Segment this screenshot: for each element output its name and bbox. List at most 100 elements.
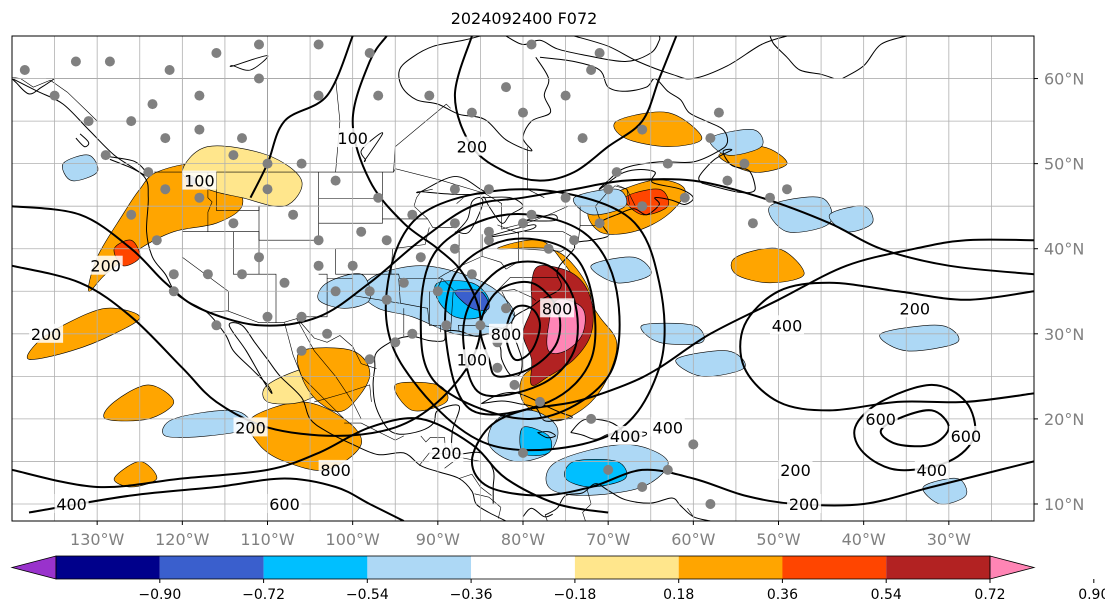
colorbar-tick-label: 0.36	[767, 587, 798, 603]
coastline-segment	[522, 507, 553, 518]
station-marker	[279, 277, 290, 288]
colorbar-over-arrow	[989, 555, 1036, 580]
border-line	[616, 184, 636, 207]
lon-tick-label: 60°W	[671, 530, 715, 549]
contour-label: 200	[457, 138, 488, 157]
station-marker	[586, 65, 597, 75]
contour-line	[12, 36, 482, 437]
coastline-segment	[573, 36, 788, 80]
station-marker	[526, 39, 537, 50]
contour-line	[879, 409, 950, 448]
contour-label-bg	[54, 494, 89, 513]
positive-anomaly-region	[103, 384, 175, 422]
border-line	[392, 227, 430, 249]
station-marker	[449, 218, 460, 229]
colorbar-segment	[678, 556, 783, 579]
colorbar-frame	[55, 555, 991, 580]
colorbar-segment	[574, 556, 679, 579]
border-line	[497, 224, 519, 234]
station-marker	[611, 167, 622, 178]
station-marker	[560, 90, 571, 101]
colorbar-tick-label: 0.90	[1078, 587, 1105, 603]
coastline-segment	[544, 483, 711, 521]
contour-label: 400	[772, 316, 803, 335]
station-marker	[526, 209, 537, 220]
border-line	[595, 206, 600, 219]
border-line	[393, 103, 451, 173]
contour-label: 800	[491, 325, 522, 344]
station-marker	[19, 65, 30, 75]
contour-label: 200	[431, 444, 462, 463]
station-marker	[83, 116, 94, 127]
station-marker	[262, 311, 273, 322]
station-marker	[296, 345, 307, 356]
contour-label: 400	[653, 418, 684, 437]
station-marker	[211, 48, 222, 58]
contour-label-bg	[335, 128, 370, 148]
contour-label: 200	[90, 257, 121, 276]
station-marker	[586, 413, 597, 424]
station-marker	[501, 82, 511, 93]
border-line	[459, 473, 492, 496]
station-marker	[543, 243, 554, 254]
station-marker	[381, 294, 392, 305]
station-marker	[330, 175, 341, 186]
colorbar-segment	[782, 556, 887, 579]
station-marker	[637, 201, 648, 212]
border-line	[318, 172, 383, 224]
station-marker	[228, 150, 239, 161]
station-marker	[254, 252, 264, 263]
contour-label-bg	[787, 494, 822, 513]
colorbar: −0.90 −0.72 −0.54 −0.36 −0.18 0.18 0.36 0.54 0.7…	[10, 555, 1105, 603]
contour-label: 200	[900, 299, 931, 318]
contour-label: 800	[320, 461, 351, 480]
station-marker	[194, 90, 205, 101]
border-line	[498, 507, 502, 519]
colorbar-tick-label: 0.18	[663, 587, 694, 603]
contour-label: 400	[56, 495, 87, 514]
border-line	[398, 278, 441, 333]
station-marker	[364, 354, 375, 365]
contour-line	[462, 260, 579, 398]
lon-tick-label: 70°W	[586, 530, 630, 549]
border-line	[335, 248, 399, 275]
station-marker	[594, 48, 605, 58]
station-marker	[449, 184, 460, 195]
contour-label-bg	[267, 494, 302, 513]
station-marker	[100, 150, 111, 161]
contour-label: 600	[865, 410, 896, 429]
station-marker	[168, 269, 179, 280]
station-marker	[560, 192, 571, 203]
contour-line	[12, 177, 1034, 327]
contour-label-bg	[778, 459, 813, 479]
coastline-segment	[537, 431, 556, 439]
coastline-segment	[698, 148, 756, 194]
station-marker	[705, 133, 716, 144]
contour-label: 600	[269, 495, 300, 514]
station-marker	[518, 107, 528, 118]
map-title: 2024092400 F072	[450, 9, 598, 28]
lat-tick-label: 10°N	[1044, 495, 1084, 514]
station-marker	[688, 439, 699, 450]
contour-label: 200	[31, 325, 62, 344]
lon-tick-label: 100°W	[326, 530, 381, 549]
contour-line	[453, 36, 678, 182]
colorbar-segment	[159, 556, 264, 579]
lake-outline	[229, 55, 269, 71]
lon-tick-label: 110°W	[240, 530, 295, 549]
station-marker	[254, 39, 264, 50]
station-marker	[143, 167, 154, 178]
station-marker	[637, 482, 648, 492]
border-line	[413, 188, 433, 220]
station-marker	[237, 133, 247, 144]
negative-anomaly-region	[879, 324, 960, 352]
contour-label-bg	[318, 459, 353, 479]
station-marker	[424, 90, 435, 101]
station-marker	[483, 226, 494, 237]
colorbar-segment	[367, 556, 472, 579]
contour-label: 200	[789, 495, 820, 514]
border-line	[687, 508, 694, 517]
contour-label-bg	[650, 417, 685, 437]
station-marker	[569, 235, 580, 246]
